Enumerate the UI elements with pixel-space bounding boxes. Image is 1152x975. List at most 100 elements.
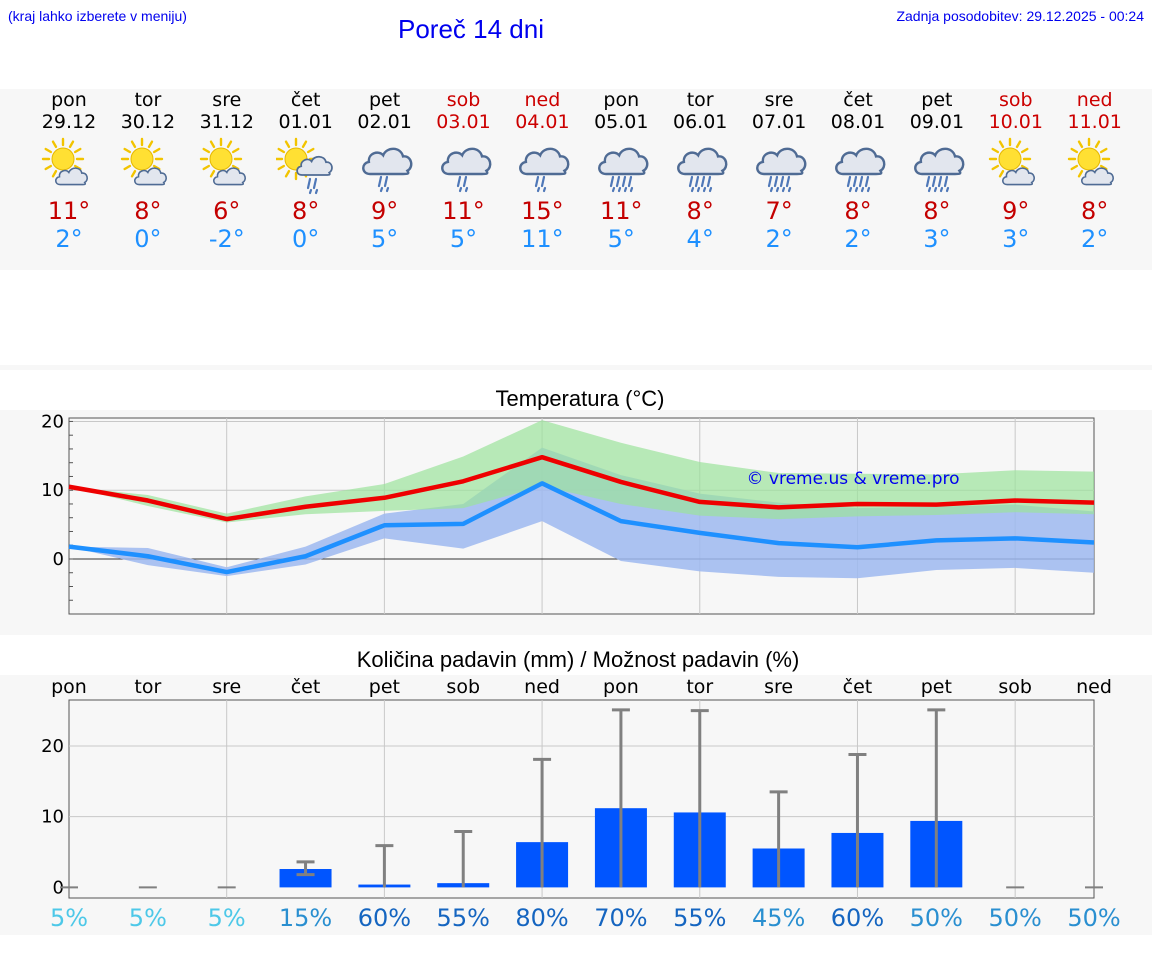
- day-column: pet 02.01 9° 5°: [345, 89, 424, 253]
- day-label: sob: [446, 676, 480, 698]
- day-date: 01.01: [278, 111, 333, 133]
- day-column: tor 06.01 8° 4°: [661, 89, 740, 253]
- y-tick-label: 10: [41, 807, 64, 828]
- day-label: pet: [921, 676, 952, 698]
- day-name: sob: [999, 89, 1033, 111]
- precip-bar: [279, 869, 332, 888]
- precip-probability: 5%: [50, 904, 88, 932]
- cloud-rain-icon: [677, 147, 728, 193]
- y-tick-label: 10: [41, 480, 64, 501]
- day-label: pon: [51, 676, 87, 698]
- day-name: čet: [843, 89, 873, 111]
- day-name: čet: [290, 89, 321, 111]
- day-label: ned: [1076, 676, 1112, 698]
- day-name: ned: [524, 89, 561, 111]
- precip-probability: 50%: [1067, 904, 1120, 932]
- day-name: sob: [446, 89, 481, 111]
- cloud-light-rain-icon: [440, 147, 491, 193]
- day-label: pon: [603, 676, 639, 698]
- day-label: tor: [686, 676, 713, 698]
- page-title: Poreč 14 dni: [398, 14, 544, 44]
- temperature-chart-title: Temperatura (°C): [495, 386, 665, 411]
- day-label: pet: [369, 676, 400, 698]
- cloud-light-rain-icon: [361, 147, 413, 193]
- precip-chart: pon tor sre čet pet sob ned pon tor sre čet pet sob n…: [41, 676, 1121, 932]
- max-temp-line: [68, 454, 1095, 522]
- day-date: 03.01: [436, 111, 491, 133]
- day-column: sob 10.01 9° 3°: [976, 89, 1055, 253]
- cloud-rain-icon: [756, 147, 807, 193]
- day-date: 30.12: [120, 111, 176, 133]
- location-menu-hint: (kraj lahko izberete v meniju): [8, 8, 187, 24]
- day-column: pon 29.12 11° 2°: [30, 89, 109, 253]
- day-name: pon: [51, 89, 87, 111]
- day-column: čet 01.01 8° 0°: [266, 89, 345, 253]
- temp-max: 7°: [765, 197, 793, 225]
- sun-rain-icon: [275, 137, 333, 195]
- temp-min: 3°: [923, 225, 951, 253]
- day-date: 09.01: [909, 111, 965, 133]
- temp-max: 8°: [1081, 197, 1109, 225]
- sun-cloud-icon: [1067, 137, 1114, 186]
- temp-max: 8°: [134, 197, 162, 225]
- day-date: 08.01: [830, 111, 886, 133]
- precip-probability: 5%: [129, 904, 167, 932]
- temp-max: 8°: [923, 197, 951, 225]
- temp-max: 15°: [521, 197, 564, 225]
- day-column: ned 04.01 15° 11°: [503, 89, 582, 253]
- day-date: 06.01: [672, 111, 728, 133]
- min-temp-line: [68, 481, 1095, 575]
- day-label: čet: [291, 676, 321, 698]
- day-name: pon: [603, 89, 640, 111]
- temp-min: 0°: [134, 225, 162, 253]
- precip-probability: 45%: [752, 904, 805, 932]
- temp-min: 2°: [55, 225, 83, 253]
- precip-probability: 70%: [594, 904, 647, 932]
- y-tick-label: 0: [53, 549, 64, 570]
- precip-probability: 55%: [673, 904, 726, 932]
- day-column: čet 08.01 8° 2°: [819, 89, 898, 253]
- temp-max: 6°: [213, 197, 241, 225]
- sun-cloud-icon: [199, 137, 246, 186]
- temp-min: 2°: [765, 225, 793, 253]
- temp-min: 5°: [370, 225, 399, 253]
- temp-min: 11°: [521, 225, 564, 253]
- temp-max: 9°: [1002, 197, 1030, 225]
- divider: [0, 365, 1152, 370]
- sun-cloud-icon: [120, 137, 167, 186]
- temp-min: 2°: [1081, 225, 1109, 253]
- y-tick-label: 0: [53, 877, 64, 898]
- day-name: pet: [921, 89, 953, 111]
- day-column: sre 07.01 7° 2°: [740, 89, 819, 253]
- temp-max: 9°: [370, 197, 399, 225]
- precip-chart-title: Količina padavin (mm) / Možnost padavin …: [356, 647, 800, 672]
- watermark: © vreme.us & vreme.pro: [746, 469, 959, 489]
- precip-probability: 15%: [279, 904, 332, 932]
- precip-probability: 50%: [988, 904, 1041, 932]
- day-date: 11.01: [1067, 111, 1122, 133]
- precip-probability: 50%: [910, 904, 963, 932]
- day-name: tor: [686, 89, 714, 111]
- day-label: ned: [524, 676, 560, 698]
- temp-min: 3°: [1002, 225, 1030, 253]
- day-date: 07.01: [751, 111, 807, 133]
- precip-probability: 60%: [831, 904, 884, 932]
- temp-min: -2°: [208, 225, 245, 253]
- day-date: 10.01: [988, 111, 1043, 133]
- temp-min: 5°: [449, 225, 478, 253]
- daily-forecast-row: pon 29.12 11° 2° tor 30.12 8° 0° sre 31.12 6° -2° če…: [0, 89, 1152, 269]
- temp-max: 11°: [600, 197, 643, 225]
- day-name: ned: [1076, 89, 1113, 111]
- day-date: 04.01: [515, 111, 570, 133]
- precip-probability: 55%: [437, 904, 490, 932]
- day-label: sob: [998, 676, 1032, 698]
- cloud-rain-icon: [913, 147, 965, 193]
- sun-cloud-icon: [988, 137, 1035, 186]
- temp-max: 8°: [844, 197, 872, 225]
- cloud-light-rain-icon: [519, 147, 570, 193]
- day-column: tor 30.12 8° 0°: [108, 89, 187, 253]
- day-date: 29.12: [41, 111, 97, 133]
- temp-max: 11°: [47, 197, 91, 225]
- precip-probability: 60%: [358, 904, 411, 932]
- day-column: sre 31.12 6° -2°: [187, 89, 266, 253]
